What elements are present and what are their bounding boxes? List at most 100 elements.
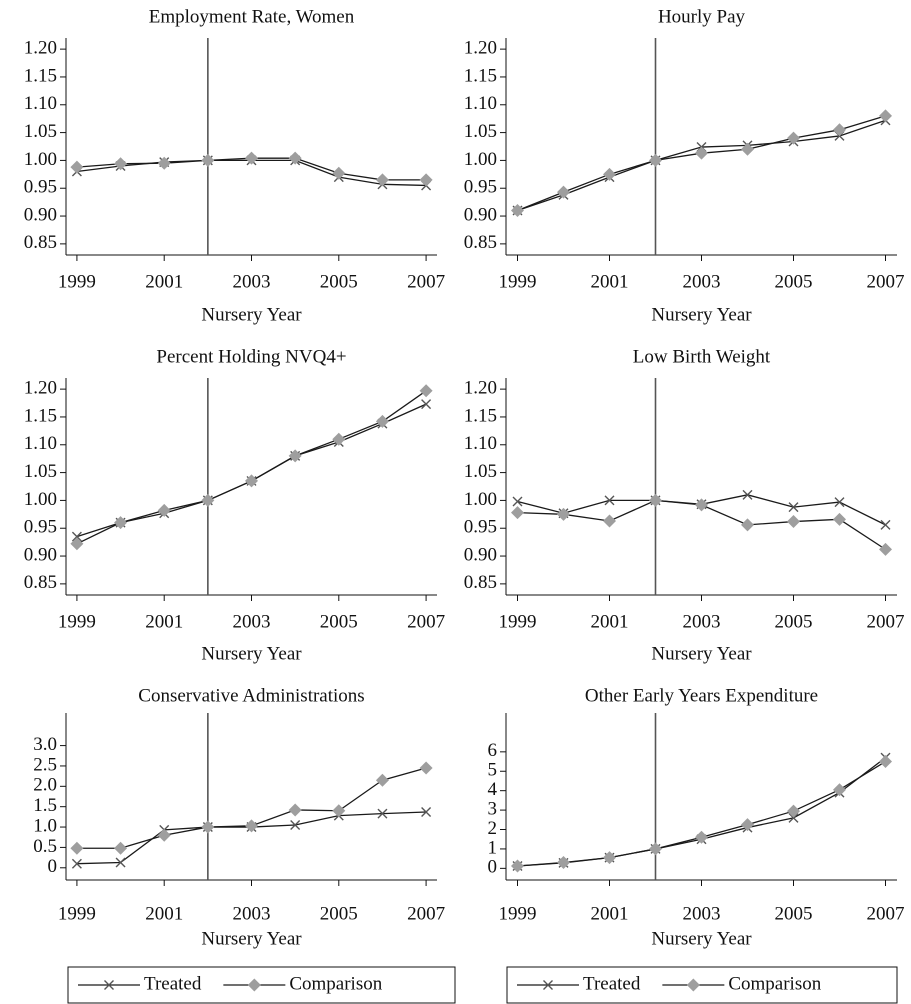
x-tick-label: 2001: [145, 271, 183, 292]
y-tick-label: 0.95: [24, 517, 57, 538]
marker-diamond: [695, 146, 708, 160]
marker-diamond: [114, 516, 128, 530]
x-tick-label: 1999: [499, 903, 537, 924]
marker-diamond: [649, 153, 662, 167]
marker-diamond: [288, 449, 302, 463]
x-tick-label: 2007: [407, 903, 445, 924]
marker-diamond: [201, 153, 215, 167]
legend-label: Treated: [144, 973, 202, 994]
marker-diamond: [157, 828, 171, 842]
y-tick-label: 1.15: [464, 65, 497, 86]
x-tick-label: 2005: [775, 271, 813, 292]
x-tick-label: 2005: [320, 611, 358, 632]
legend-box: [67, 966, 456, 1004]
marker-diamond: [833, 123, 846, 137]
marker-x: [788, 812, 799, 823]
x-tick-label: 2005: [320, 903, 358, 924]
x-axis-label: Nursery Year: [651, 304, 752, 325]
panel-title: Low Birth Weight: [633, 346, 771, 367]
x-tick-label: 2003: [233, 903, 271, 924]
marker-x: [421, 806, 432, 817]
x-axis-label: Nursery Year: [201, 643, 302, 664]
marker-diamond: [649, 493, 662, 507]
y-tick-label: 6: [488, 740, 498, 761]
marker-diamond: [419, 761, 433, 775]
marker-x: [421, 399, 432, 410]
y-tick-label: 0.95: [464, 517, 497, 538]
marker-diamond: [879, 542, 892, 556]
marker-x: [512, 496, 523, 507]
marker-diamond: [419, 384, 433, 398]
y-tick-label: 0.90: [24, 544, 57, 565]
y-tick-label: 1.05: [464, 461, 497, 482]
panel-title: Hourly Pay: [658, 6, 746, 27]
y-tick-label: 1.10: [464, 433, 497, 454]
legend-marker: [543, 980, 553, 990]
marker-diamond: [787, 515, 800, 529]
marker-x: [604, 495, 615, 506]
x-axis-label: Nursery Year: [651, 928, 752, 949]
marker-diamond: [332, 432, 346, 446]
y-tick-label: 3: [488, 798, 498, 819]
y-tick-label: 1.0: [33, 815, 57, 836]
legend-label: Treated: [583, 973, 641, 994]
marker-x: [788, 502, 799, 513]
y-tick-label: 0.90: [24, 204, 57, 225]
y-tick-label: 1.00: [464, 489, 497, 510]
legend-marker: [104, 980, 114, 990]
marker-diamond: [833, 512, 846, 526]
x-tick-label: 2001: [145, 611, 183, 632]
x-tick-label: 2003: [683, 611, 721, 632]
x-tick-label: 1999: [499, 611, 537, 632]
marker-diamond: [695, 498, 708, 512]
marker-x: [880, 519, 891, 530]
marker-diamond: [649, 842, 662, 856]
y-tick-label: 0.90: [464, 204, 497, 225]
marker-x: [71, 531, 82, 542]
marker-diamond: [70, 841, 84, 855]
marker-diamond: [787, 804, 800, 818]
series-line: [517, 760, 886, 867]
y-tick-label: 1.10: [24, 433, 57, 454]
y-tick-label: 1.15: [24, 405, 57, 426]
legend-marker: [686, 978, 700, 992]
panel-title: Other Early Years Expenditure: [585, 685, 818, 706]
y-tick-label: 1: [488, 837, 498, 858]
x-tick-label: 2001: [591, 271, 629, 292]
x-tick-label: 2001: [145, 903, 183, 924]
marker-x: [742, 489, 753, 500]
marker-x: [115, 857, 126, 868]
y-tick-label: 4: [488, 779, 498, 800]
panel-title: Percent Holding NVQ4+: [156, 346, 346, 367]
marker-diamond: [114, 841, 128, 855]
marker-diamond: [201, 493, 215, 507]
marker-diamond: [332, 804, 346, 818]
y-tick-label: 0.95: [464, 177, 497, 198]
y-tick-label: 1.20: [464, 377, 497, 398]
marker-x: [71, 858, 82, 869]
y-tick-label: 1.10: [464, 93, 497, 114]
marker-diamond: [879, 755, 892, 769]
y-tick-label: 1.20: [24, 377, 57, 398]
marker-diamond: [288, 151, 302, 165]
y-tick-label: 1.10: [24, 93, 57, 114]
marker-diamond: [879, 109, 892, 123]
marker-diamond: [70, 537, 84, 551]
marker-diamond: [332, 166, 346, 180]
x-tick-label: 2003: [233, 611, 271, 632]
y-tick-label: 3.0: [33, 734, 57, 755]
marker-diamond: [288, 803, 302, 817]
x-tick-label: 1999: [58, 611, 96, 632]
marker-diamond: [375, 173, 389, 187]
x-tick-label: 2005: [320, 271, 358, 292]
legend-box: [506, 966, 898, 1004]
x-tick-label: 2003: [683, 271, 721, 292]
y-tick-label: 0.85: [464, 232, 497, 253]
y-tick-label: 0.85: [24, 232, 57, 253]
y-tick-label: 0.5: [33, 836, 57, 857]
legend-label: Comparison: [728, 973, 821, 994]
series-line: [76, 403, 427, 538]
x-tick-label: 2007: [867, 611, 905, 632]
